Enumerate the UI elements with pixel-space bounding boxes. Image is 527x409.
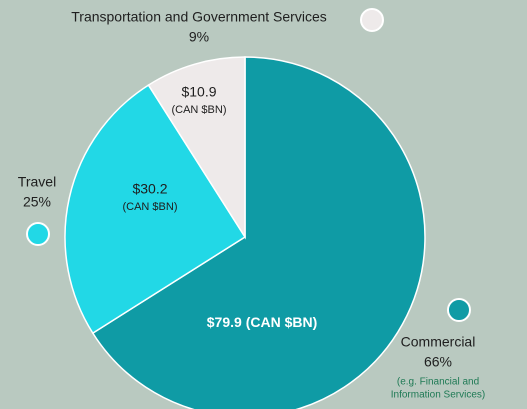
share-label: 25% — [23, 194, 51, 210]
note: (e.g. Financial and — [397, 377, 479, 388]
unit-label: (CAN $BN) — [171, 104, 226, 116]
pie-slice — [147, 56, 246, 240]
category-label: Transportation and Government Services — [71, 9, 327, 25]
unit-text: (CAN $BN) — [246, 314, 318, 330]
category-label: Commercial — [401, 334, 476, 350]
category-label: Travel — [18, 174, 56, 190]
value-label: $79.9 (CAN $BN) — [207, 314, 318, 330]
legend-dot — [447, 298, 471, 322]
value-text: $79.9 — [207, 314, 242, 330]
share-label: 9% — [189, 29, 209, 45]
value-label: $10.9 — [181, 84, 216, 100]
share-label: 66% — [424, 354, 452, 370]
legend-dot — [26, 222, 50, 246]
value-label: $30.2 — [132, 181, 167, 197]
note: Information Services) — [391, 390, 485, 401]
pie-slice — [91, 56, 426, 409]
unit-label: (CAN $BN) — [122, 201, 177, 213]
legend-dot — [360, 8, 384, 32]
pie-slice — [64, 84, 247, 335]
